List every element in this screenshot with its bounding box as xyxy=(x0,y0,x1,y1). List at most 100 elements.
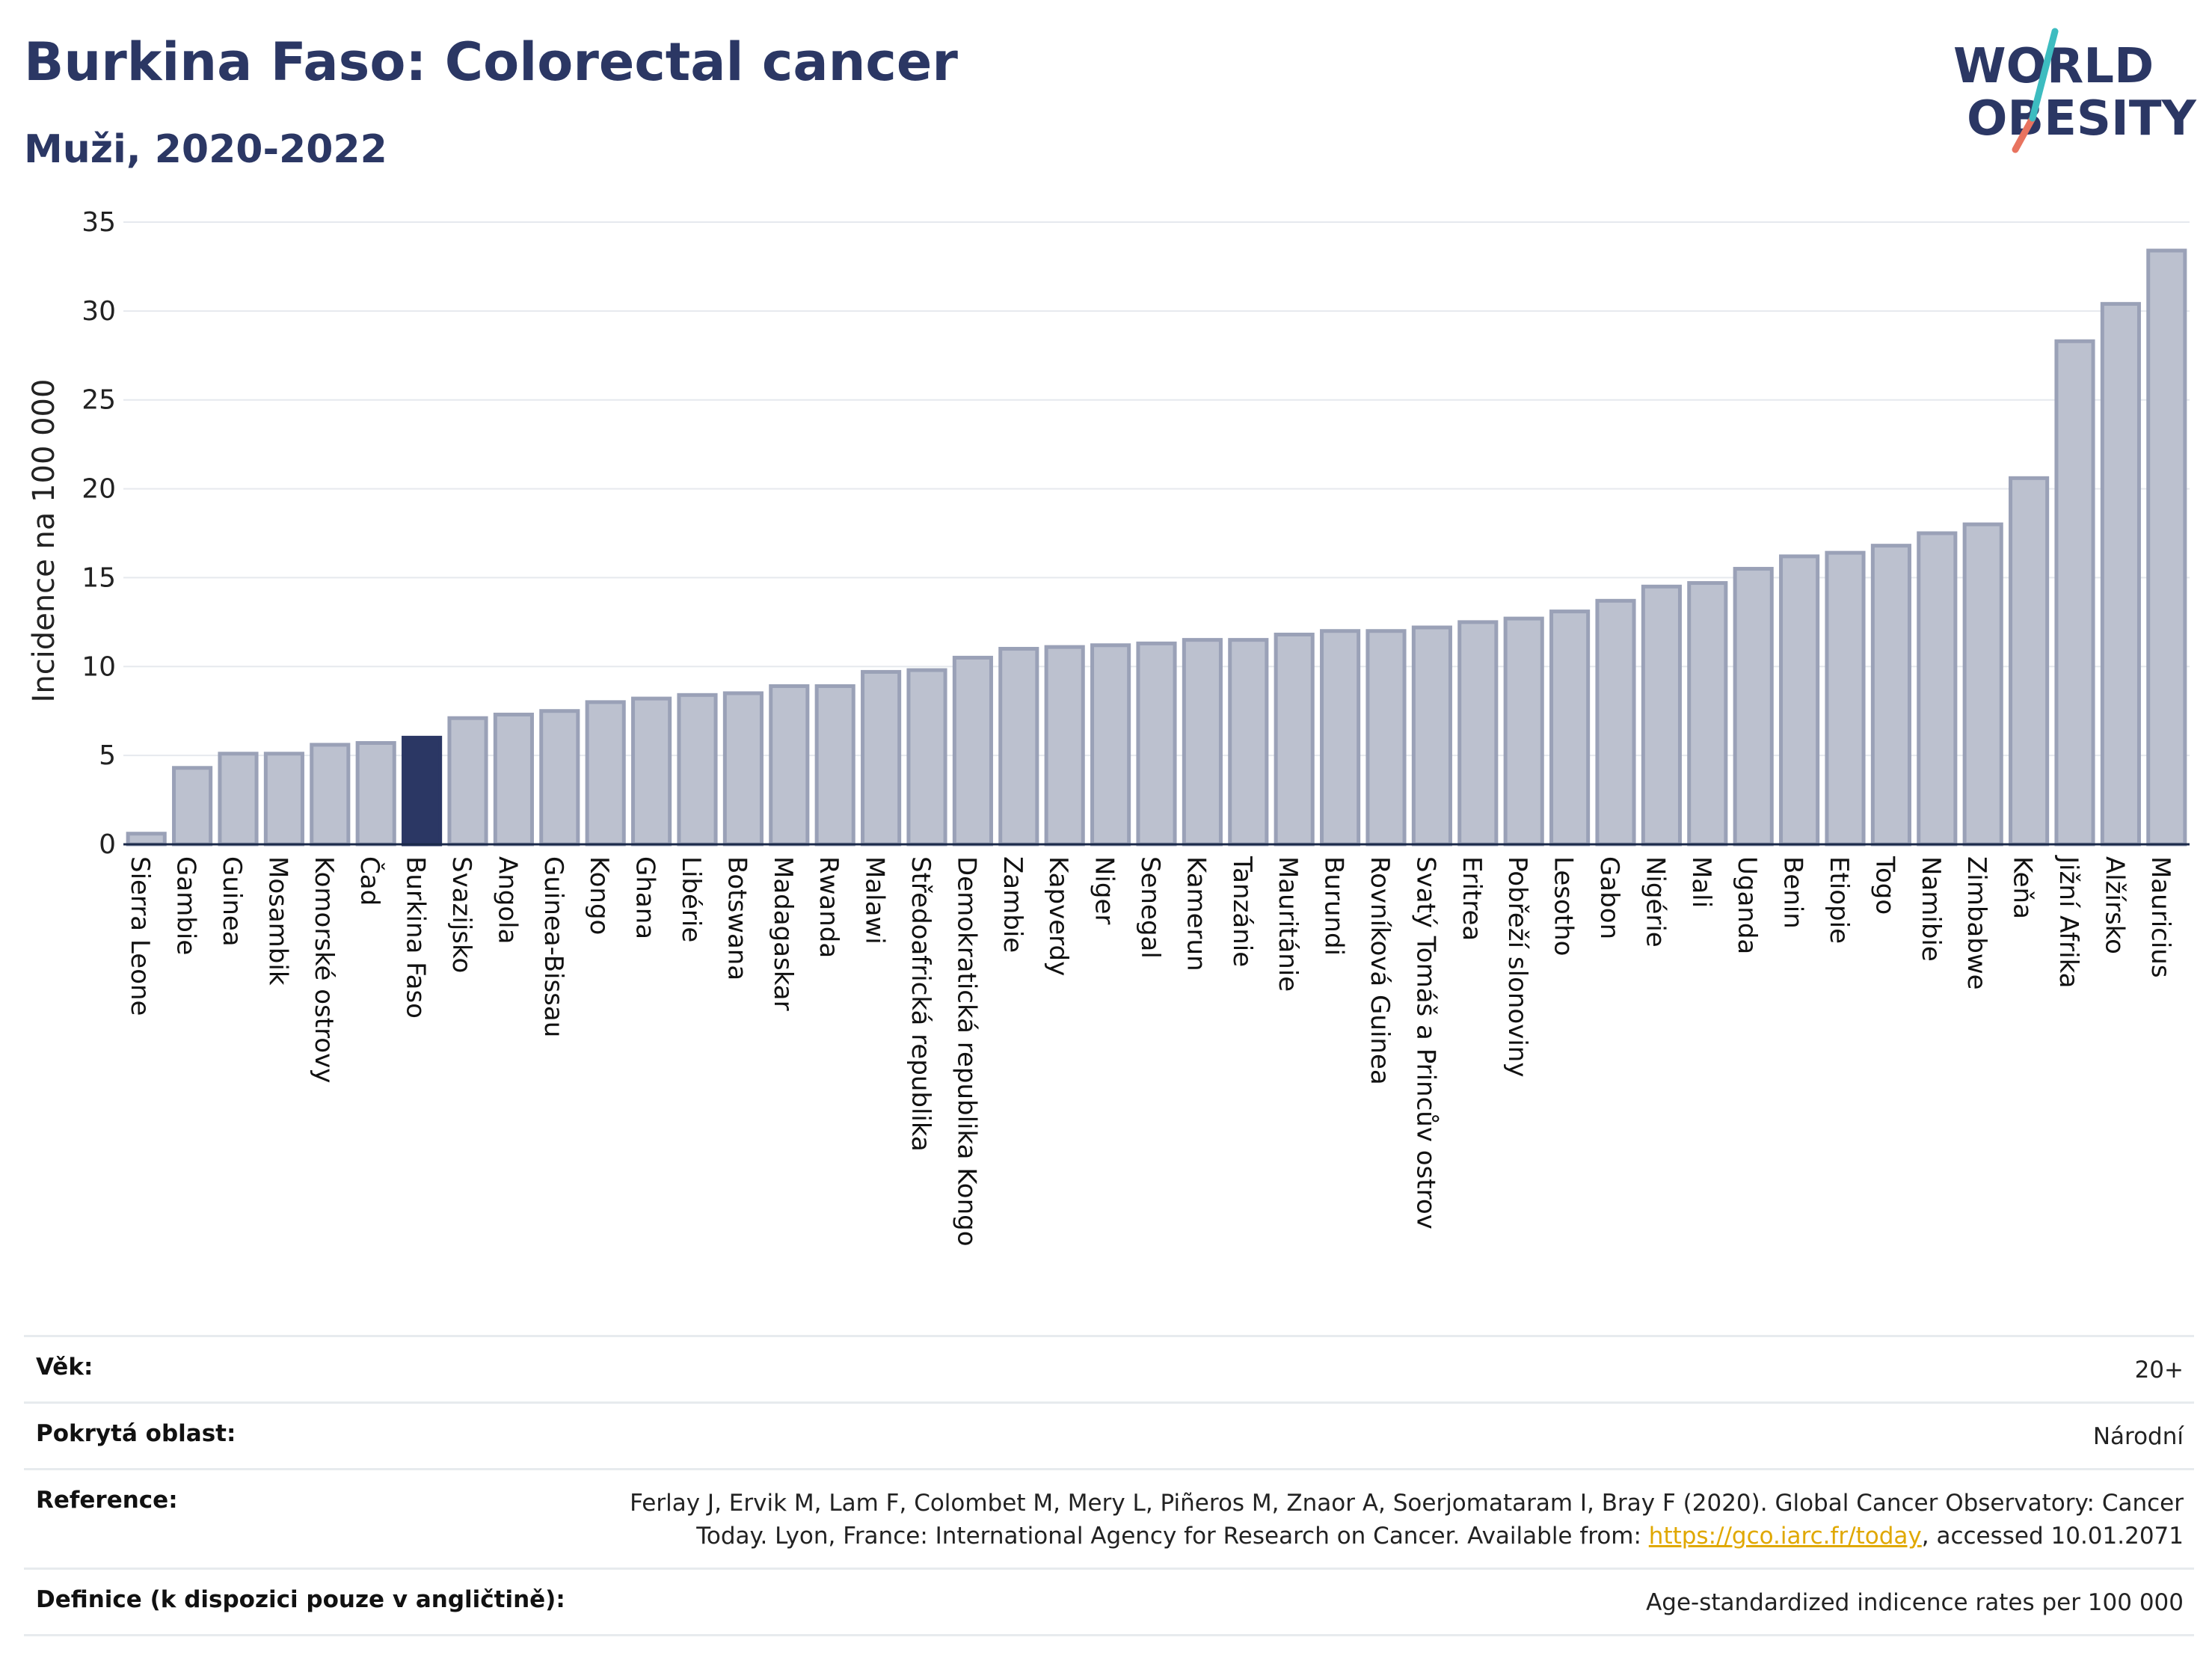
x-tick-label: Libérie xyxy=(676,856,706,942)
bar-gabon xyxy=(1595,598,1636,847)
x-tick-label: Togo xyxy=(1870,856,1899,915)
bar-libérie xyxy=(677,693,718,847)
x-tick-labels: Sierra Leone Gambie Guinea Mosambik Komorské… xyxy=(125,855,2175,1247)
page-subtitle: Muži, 2020-2022 xyxy=(24,127,387,172)
x-tick-label: Nigérie xyxy=(1640,856,1670,948)
x-tick-label: Madagaskar xyxy=(768,856,798,1011)
x-tick-label: Svazijsko xyxy=(446,856,476,973)
bar-kamerun xyxy=(1182,638,1223,847)
x-tick-label: Namibie xyxy=(1916,856,1946,962)
bar-lesotho xyxy=(1549,610,1591,847)
world-obesity-logo: WORLD OBESITY xyxy=(1953,28,2196,153)
x-tick-label: Angola xyxy=(492,856,522,944)
bar-kongo xyxy=(585,700,626,847)
x-tick-label: Malawi xyxy=(860,856,890,945)
logo-slash-red xyxy=(2012,114,2036,153)
bar-togo xyxy=(1870,544,1911,847)
x-tick-label: Středoafrická republika xyxy=(906,856,936,1152)
x-tick-label: Zambie xyxy=(998,856,1027,953)
y-tick-label: 0 xyxy=(99,829,116,860)
bar-sierra-leone xyxy=(126,832,167,847)
bar-senegal xyxy=(1136,641,1177,847)
bar-mauricius xyxy=(2146,248,2187,847)
x-tick-label: Etiopie xyxy=(1824,856,1854,944)
x-tick-label: Senegal xyxy=(1135,856,1165,959)
bar-keňa xyxy=(2009,476,2050,847)
x-tick-label: Rwanda xyxy=(814,856,844,958)
bar-zambie xyxy=(998,647,1039,847)
bar-demokratická-republika-kongo xyxy=(952,655,993,847)
bar-uganda xyxy=(1733,567,1774,847)
bar-eritrea xyxy=(1457,620,1499,847)
x-tick-label: Mosambik xyxy=(262,856,292,986)
bar-mosambik xyxy=(263,752,304,847)
definition-label: Definice (k dispozici pouze v angličtině… xyxy=(36,1586,565,1614)
bar-svatý-tomáš-a-princův-ostrov xyxy=(1411,625,1452,847)
age-label: Věk: xyxy=(36,1354,93,1381)
y-tick-label: 10 xyxy=(82,651,116,682)
bar-komorské-ostrovy xyxy=(310,743,351,847)
meta-row-reference: Reference: Ferlay J, Ervik M, Lam F, Col… xyxy=(24,1468,2194,1568)
bar-mali xyxy=(1687,581,1728,847)
y-tick-labels: 0 5 10 15 20 25 30 35 xyxy=(82,207,116,860)
bar-zimbabwe xyxy=(1962,522,2003,847)
x-tick-label: Guinea xyxy=(217,856,247,947)
y-axis-label: Incidence na 100 000 xyxy=(27,379,61,703)
x-tick-label: Rovníková Guinea xyxy=(1365,856,1395,1085)
bar-burundi xyxy=(1320,629,1361,847)
bar-kapverdy xyxy=(1044,645,1085,847)
bar-gambie xyxy=(172,766,213,847)
bar-tanzánie xyxy=(1228,638,1269,847)
bars xyxy=(126,248,2187,847)
y-tick-label: 30 xyxy=(82,296,116,327)
x-tick-label: Demokratická republika Kongo xyxy=(951,856,981,1247)
y-tick-label: 15 xyxy=(82,562,116,593)
reference-value: Ferlay J, Ervik M, Lam F, Colombet M, Me… xyxy=(613,1487,2184,1553)
bar-niger xyxy=(1090,643,1131,847)
bar-svazijsko xyxy=(447,716,488,847)
bar-guinea xyxy=(218,752,259,847)
x-tick-label: Guinea-Bissau xyxy=(538,856,568,1037)
x-tick-label: Botswana xyxy=(722,856,752,980)
x-tick-label: Pobřeží slonoviny xyxy=(1502,856,1532,1077)
meta-row-age: Věk: 20+ xyxy=(24,1335,2194,1401)
x-tick-label: Burundi xyxy=(1319,856,1349,956)
x-tick-label: Zimbabwe xyxy=(1961,856,1991,990)
y-tick-label: 20 xyxy=(82,474,116,505)
bar-etiopie xyxy=(1825,550,1866,847)
reference-text: Ferlay J, Ervik M, Lam F, Colombet M, Me… xyxy=(630,1490,2184,1550)
y-tick-label: 35 xyxy=(82,207,116,238)
logo-line2: OBESITY xyxy=(1967,91,2196,147)
x-tick-label: Čad xyxy=(354,856,385,906)
bar-nigérie xyxy=(1641,584,1682,847)
x-tick-label: Kamerun xyxy=(1181,856,1211,971)
bar-čad xyxy=(355,741,396,847)
x-tick-label: Eritrea xyxy=(1457,856,1487,941)
y-tick-label: 5 xyxy=(99,740,116,771)
bar-namibie xyxy=(1917,531,1958,847)
x-tick-label: Jižní Afrika xyxy=(2053,855,2083,989)
bar-rwanda xyxy=(814,684,855,847)
area-value: Národní xyxy=(2092,1423,2184,1451)
age-value: 20+ xyxy=(2134,1357,2184,1384)
x-tick-label: Niger xyxy=(1090,856,1119,924)
meta-row-definition: Definice (k dispozici pouze v angličtině… xyxy=(24,1568,2194,1637)
bar-alžírsko xyxy=(2100,301,2141,847)
x-tick-label: Tanzánie xyxy=(1227,856,1257,967)
bar-rovníková-guinea xyxy=(1365,629,1407,847)
bar-pobřeží-slonoviny xyxy=(1503,616,1544,847)
bar-ghana xyxy=(631,696,672,847)
x-tick-label: Gambie xyxy=(171,856,201,955)
definition-value: Age-standardized indicence rates per 100… xyxy=(1646,1589,2184,1617)
x-tick-label: Uganda xyxy=(1732,856,1762,954)
bar-madagaskar xyxy=(769,684,810,847)
x-tick-label: Burkina Faso xyxy=(401,856,431,1019)
reference-link[interactable]: https://gco.iarc.fr/today xyxy=(1648,1523,1922,1550)
logo-slash-teal xyxy=(2029,28,2059,122)
x-tick-label: Kongo xyxy=(584,856,614,935)
x-tick-label: Kapverdy xyxy=(1043,856,1073,976)
x-tick-label: Sierra Leone xyxy=(125,856,155,1016)
x-tick-label: Komorské ostrovy xyxy=(309,856,339,1083)
reference-label: Reference: xyxy=(36,1487,178,1514)
y-tick-label: 25 xyxy=(82,385,116,416)
